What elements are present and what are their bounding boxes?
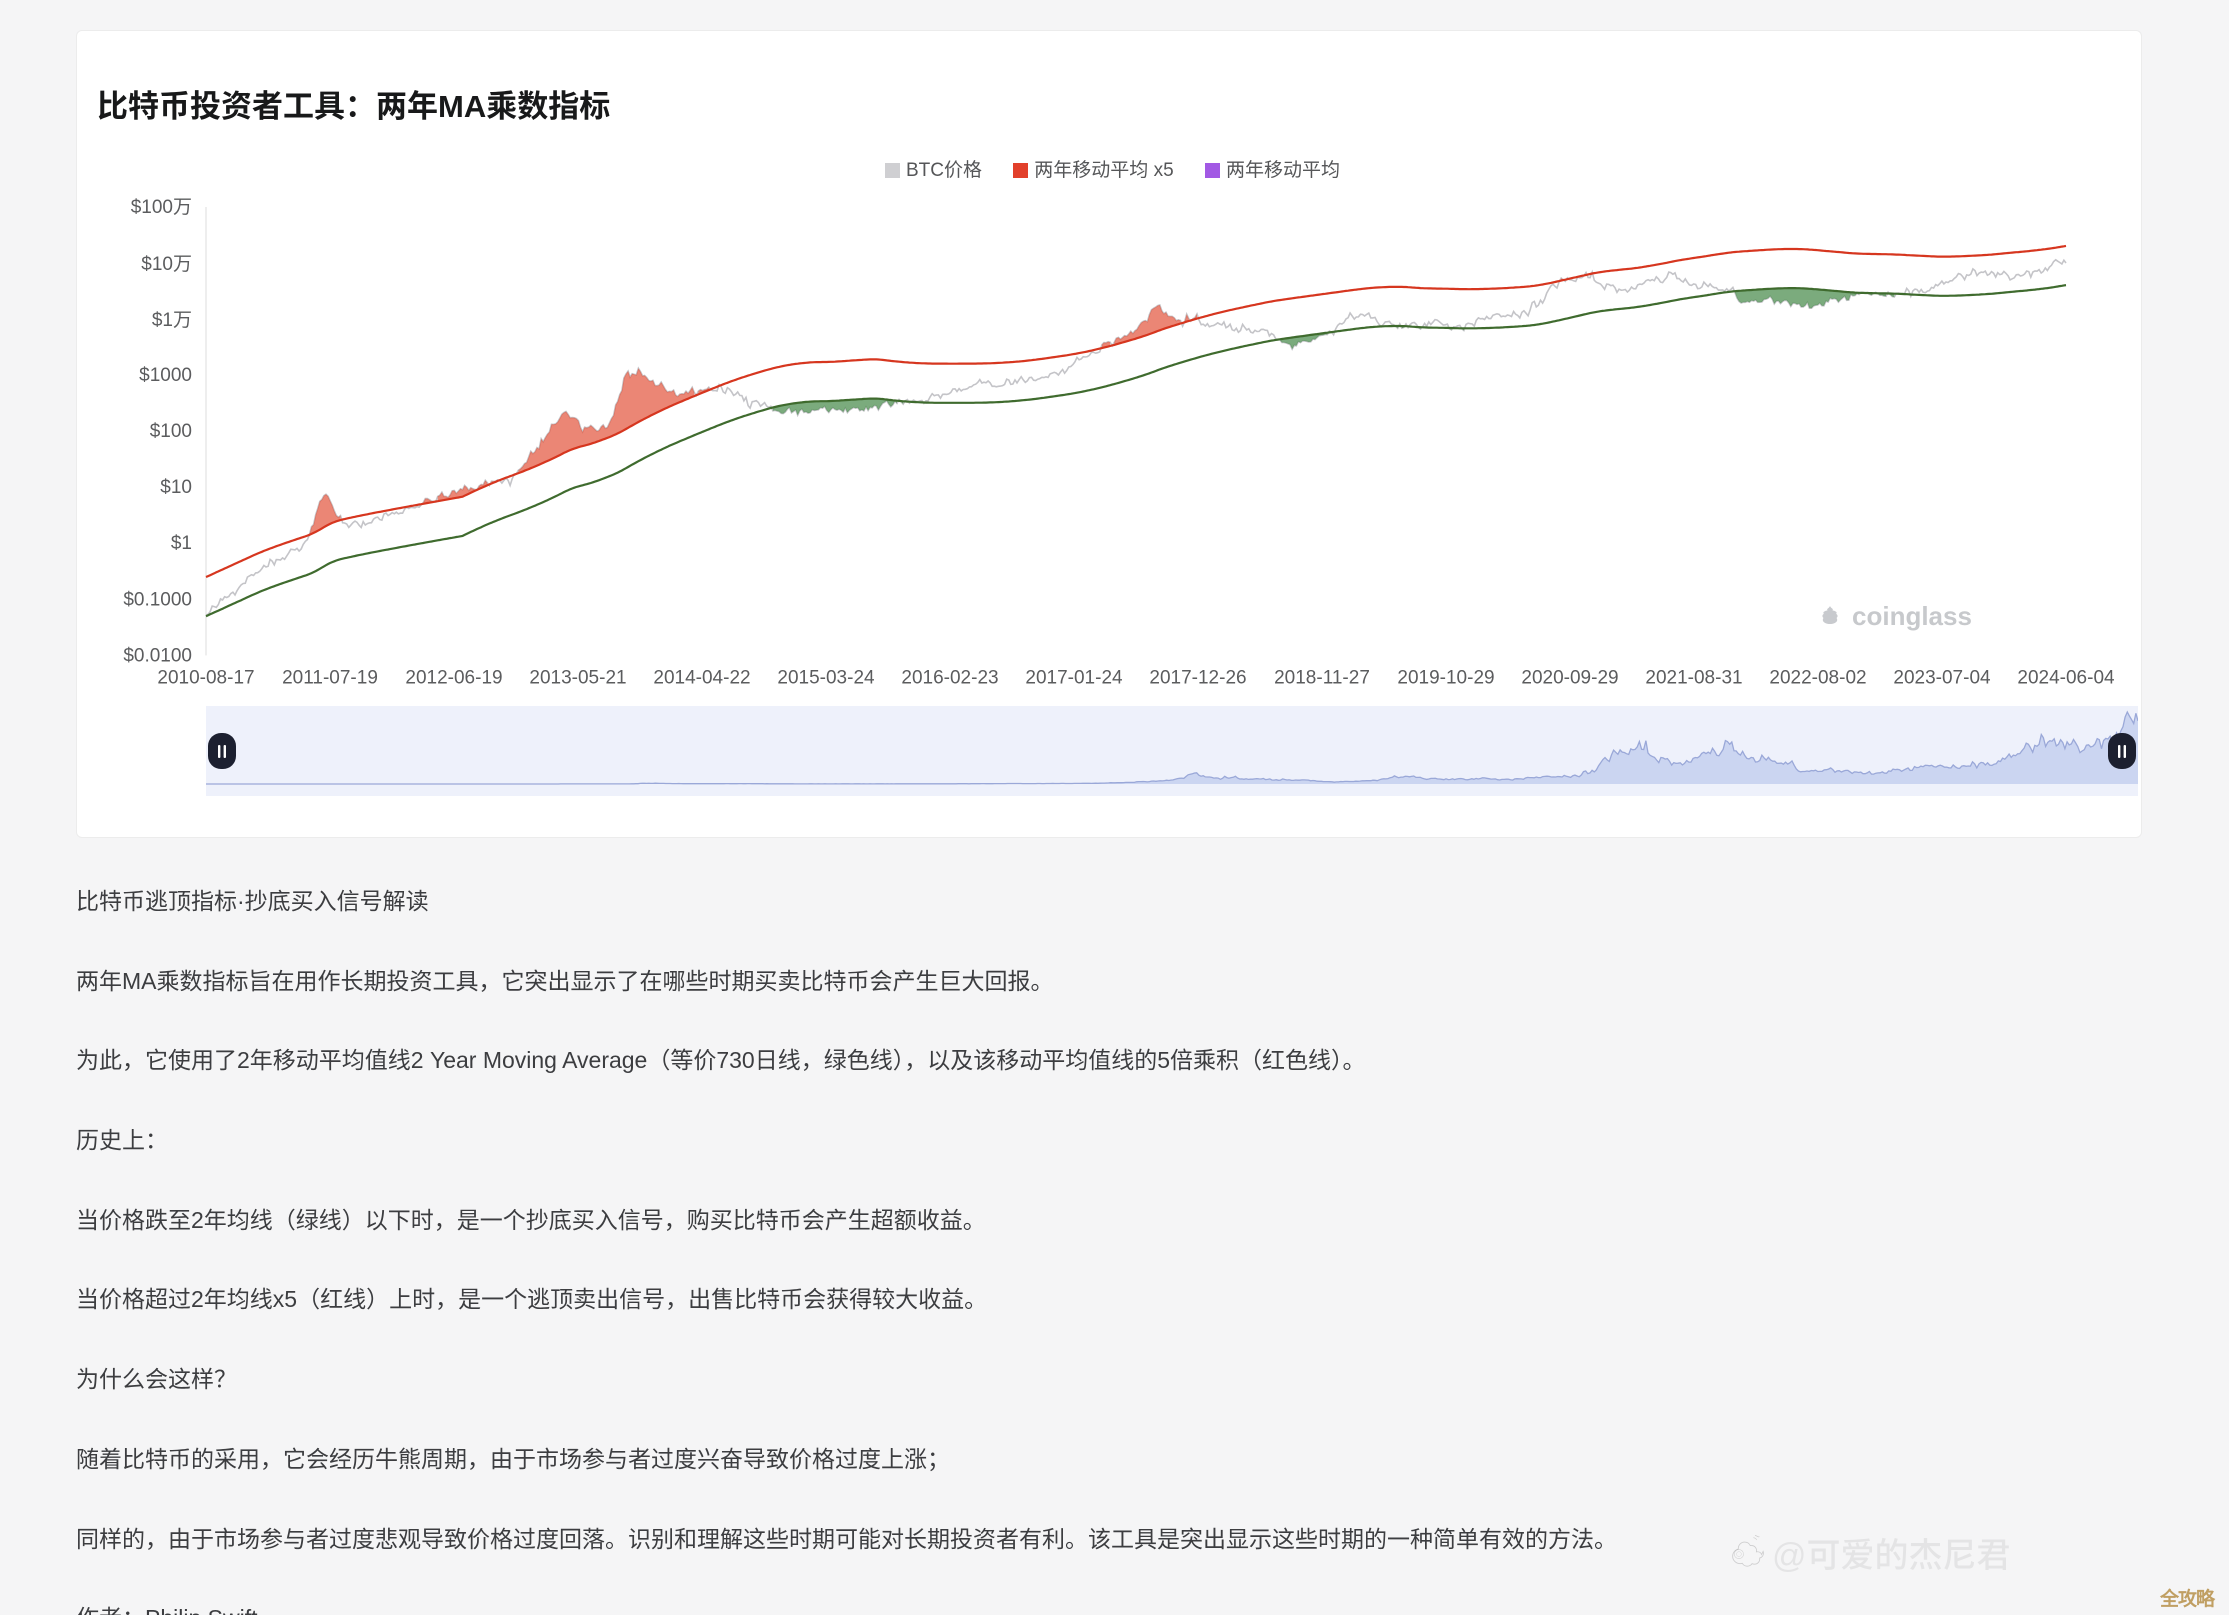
svg-text:2010-08-17: 2010-08-17 xyxy=(157,667,254,688)
svg-text:2017-12-26: 2017-12-26 xyxy=(1149,667,1246,688)
svg-text:2011-07-19: 2011-07-19 xyxy=(282,667,378,688)
svg-text:$1: $1 xyxy=(171,533,192,554)
svg-text:2022-08-02: 2022-08-02 xyxy=(1769,667,1866,688)
svg-text:$100: $100 xyxy=(150,421,192,442)
svg-text:2016-02-23: 2016-02-23 xyxy=(901,667,998,688)
svg-text:$1万: $1万 xyxy=(152,310,192,331)
svg-text:2012-06-19: 2012-06-19 xyxy=(405,667,502,688)
svg-text:$0.1000: $0.1000 xyxy=(123,589,192,610)
svg-text:$100万: $100万 xyxy=(131,197,192,218)
svg-text:$10: $10 xyxy=(160,477,192,498)
svg-text:2019-10-29: 2019-10-29 xyxy=(1397,667,1494,688)
svg-text:2017-01-24: 2017-01-24 xyxy=(1025,667,1123,688)
svg-text:2024-06-04: 2024-06-04 xyxy=(2017,667,2115,688)
svg-text:$10万: $10万 xyxy=(141,254,192,275)
svg-text:$1000: $1000 xyxy=(139,365,192,386)
svg-text:2018-11-27: 2018-11-27 xyxy=(1274,667,1370,688)
svg-text:$0.0100: $0.0100 xyxy=(123,645,192,666)
svg-text:2014-04-22: 2014-04-22 xyxy=(653,667,750,688)
svg-text:2013-05-21: 2013-05-21 xyxy=(529,667,626,688)
svg-text:2015-03-24: 2015-03-24 xyxy=(777,667,875,688)
svg-text:2020-09-29: 2020-09-29 xyxy=(1521,667,1618,688)
svg-text:2023-07-04: 2023-07-04 xyxy=(1893,667,1991,688)
svg-text:2021-08-31: 2021-08-31 xyxy=(1645,667,1742,688)
